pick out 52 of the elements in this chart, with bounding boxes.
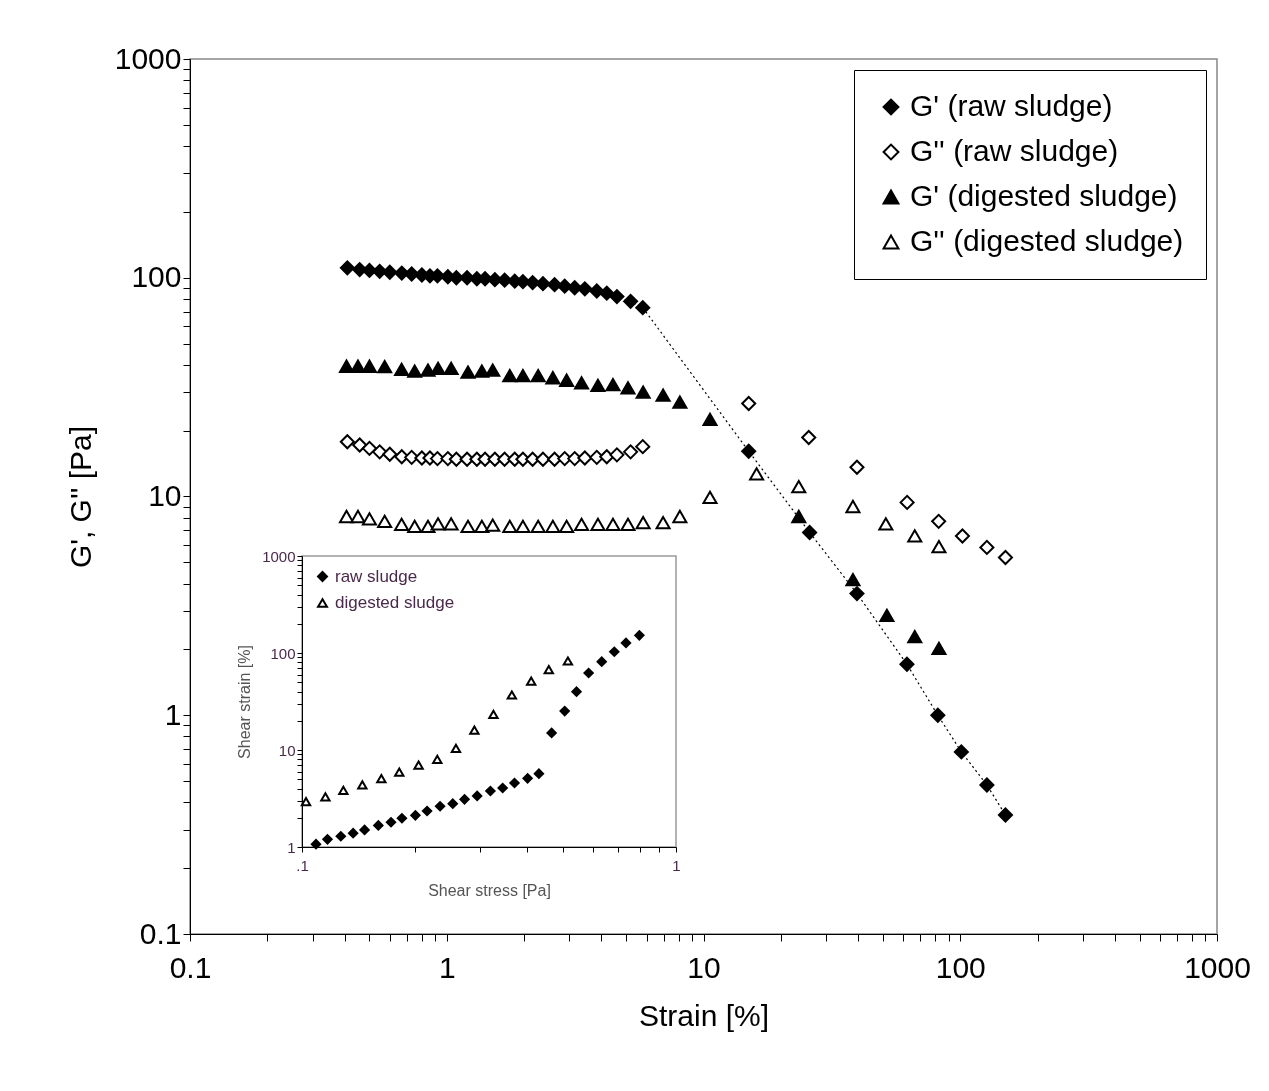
y-tick-label: 100 (270, 644, 296, 662)
point (609, 646, 620, 657)
y-axis-title: Shear strain [%] (236, 645, 254, 759)
point (385, 817, 397, 828)
x-tick-label: 100 (935, 950, 986, 984)
point (347, 827, 359, 839)
x-tick-label: .1 (296, 856, 309, 874)
point (396, 813, 408, 824)
y-tick-label: 100 (131, 260, 182, 294)
point (322, 834, 333, 845)
point (447, 798, 458, 809)
legend-label: G'' (digested sludge) (910, 224, 1184, 257)
legend-label: G'' (raw sludge) (910, 134, 1119, 167)
y-tick-label: 1 (287, 838, 296, 856)
point (410, 810, 421, 821)
point (373, 820, 384, 831)
point (359, 824, 370, 836)
point (421, 805, 433, 817)
point (596, 656, 607, 667)
point (310, 838, 322, 850)
point (583, 667, 594, 679)
point (509, 777, 520, 789)
point (533, 768, 545, 779)
point (559, 705, 570, 717)
x-axis-title: Strain [%] (638, 998, 770, 1032)
y-tick-label: 10 (278, 741, 296, 759)
x-tick-label: 1000 (1184, 950, 1251, 984)
point (459, 794, 470, 805)
point (620, 637, 632, 649)
x-axis-title: Shear stress [Pa] (428, 881, 551, 899)
point (434, 801, 446, 812)
point (497, 782, 508, 794)
y-tick-label: 1000 (262, 547, 296, 565)
y-axis-title: G', G'' [Pa] (63, 425, 97, 569)
point (522, 773, 533, 784)
point (546, 727, 557, 739)
x-tick-label: 0.1 (169, 950, 212, 984)
legend-label: G' (digested sludge) (910, 179, 1178, 212)
point (471, 790, 483, 802)
y-tick-label: 10 (148, 479, 182, 512)
legend-label: digested sludge (335, 593, 455, 612)
point (485, 785, 496, 797)
x-tick-label: 1 (438, 950, 456, 984)
point (571, 686, 582, 697)
y-tick-label: 0.1 (139, 916, 182, 950)
point (634, 630, 645, 641)
y-tick-label: 1 (164, 697, 182, 731)
legend-label: raw sludge (335, 566, 418, 586)
legend-label: G' (raw sludge) (910, 89, 1113, 122)
y-tick-label: 1000 (114, 41, 182, 75)
x-tick-label: 10 (687, 950, 721, 984)
point (335, 831, 347, 842)
